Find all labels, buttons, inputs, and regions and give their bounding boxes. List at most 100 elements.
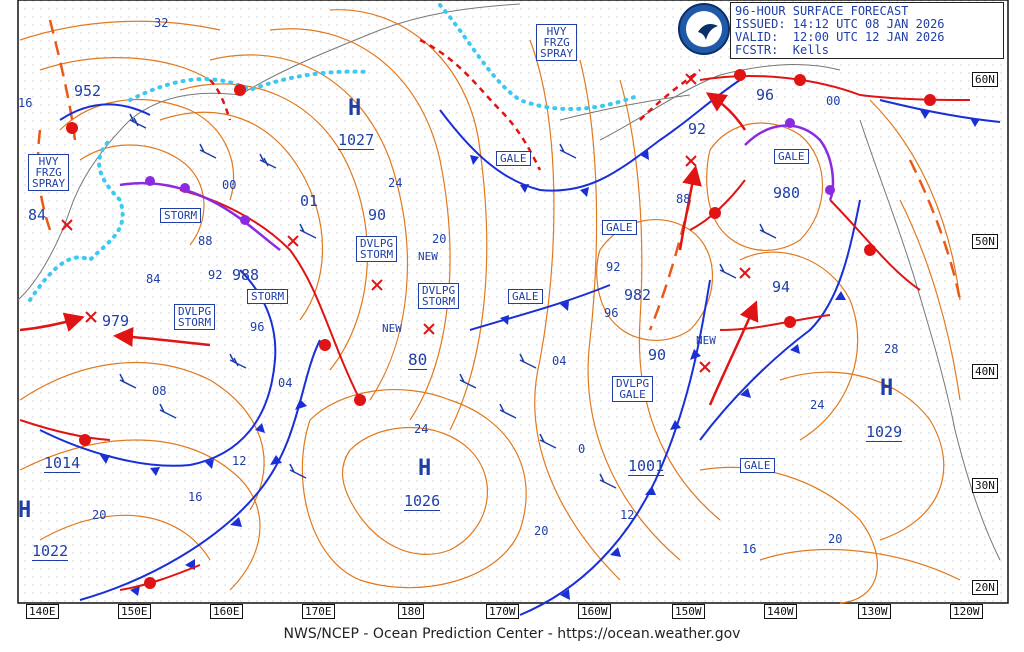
valid-time: VALID: 12:00 UTC 12 JAN 2026	[735, 30, 945, 44]
warning-gale: GALE	[496, 151, 531, 166]
isobar-label: 04	[552, 354, 567, 368]
isobar-label: 24	[810, 398, 825, 412]
high-pressure: 1029	[866, 423, 903, 442]
warm-front-bumps	[66, 69, 936, 589]
new-low-label: NEW	[696, 334, 716, 347]
isobar-label: 90	[648, 346, 667, 364]
longitude-label: 140W	[764, 604, 797, 619]
isobar-label: 84	[28, 206, 47, 224]
forecast-header: 96-HOUR SURFACE FORECAST ISSUED: 14:12 U…	[730, 2, 1004, 59]
isobar-label: 88	[198, 234, 213, 248]
isobar-label: 84	[146, 272, 161, 286]
isobar-label: 16	[188, 490, 203, 504]
isobar-label: 20	[828, 532, 843, 546]
high-letter: H	[18, 498, 32, 523]
longitude-label: 150W	[672, 604, 705, 619]
isobar-label: 00	[826, 94, 841, 108]
footer-credit: NWS/NCEP - Ocean Prediction Center - htt…	[283, 626, 741, 642]
low-pressure: 1014	[44, 454, 81, 473]
coastlines	[17, 3, 1001, 561]
warning-gale: GALE	[602, 220, 637, 235]
cold-front-pips	[100, 110, 980, 600]
longitude-label: 170E	[302, 604, 335, 619]
high-pressure: 1027	[338, 131, 375, 150]
high-pressure: 1022	[32, 542, 69, 561]
warning-gale: GALE	[774, 149, 809, 164]
isobar-label: 90	[368, 206, 387, 224]
isobar-label: 12	[232, 454, 247, 468]
high-pressure: 1026	[404, 492, 441, 511]
longitude-label: 150E	[118, 604, 151, 619]
isobar-label: 16	[742, 542, 757, 556]
isobar-label: 28	[884, 342, 899, 356]
isobar-label: 20	[432, 232, 447, 246]
isobar-label: 00	[222, 178, 237, 192]
isobar-label: 92	[208, 268, 223, 282]
warning-developing-gale: DVLPG GALE	[612, 376, 654, 402]
new-low-label: NEW	[418, 250, 438, 263]
chart-border	[17, 0, 1009, 604]
latitude-label: 40N	[972, 364, 998, 379]
isobar-label: 20	[92, 508, 107, 522]
warning-gale: GALE	[740, 458, 775, 473]
warning-storm: STORM	[247, 289, 289, 304]
isobar-label: 08	[152, 384, 167, 398]
wind-barbs	[119, 113, 777, 489]
latitude-label: 30N	[972, 478, 998, 493]
isobar-label: 80	[408, 350, 428, 370]
low-pressure: 1001	[628, 457, 665, 476]
forecast-title: 96-HOUR SURFACE FORECAST	[735, 4, 909, 18]
warning-storm: STORM	[160, 208, 202, 223]
forecaster-name: FCSTR: Kells	[735, 43, 829, 57]
isobar-label: 20	[534, 524, 549, 538]
latitude-label: 60N	[972, 72, 998, 87]
longitude-label: 120W	[950, 604, 983, 619]
warning-developing-storm: DVLPG STORM	[174, 304, 216, 330]
warning-developing-storm: DVLPG STORM	[356, 236, 398, 262]
isobar-label: 96	[756, 86, 775, 104]
high-letter: H	[418, 456, 432, 481]
isobar-label: 94	[772, 278, 791, 296]
longitude-label: 140E	[26, 604, 59, 619]
isobar-label: 16	[18, 96, 33, 110]
longitude-label: 160W	[578, 604, 611, 619]
longitude-label: 160E	[210, 604, 243, 619]
isobar-label: 88	[676, 192, 691, 206]
low-pressure: 979	[102, 312, 130, 330]
latitude-label: 50N	[972, 234, 998, 249]
low-pressure: 952	[74, 82, 102, 100]
low-pressure: 982	[624, 286, 652, 304]
warning-heavy-freezing-spray: HVY FRZG SPRAY	[28, 154, 70, 191]
issued-time: ISSUED: 14:12 UTC 08 JAN 2026	[735, 17, 945, 31]
isobar-label: 32	[154, 16, 169, 30]
latitude-label: 20N	[972, 580, 998, 595]
storm-tracks	[19, 92, 759, 406]
ice-edge	[28, 3, 642, 302]
longitude-label: 130W	[858, 604, 891, 619]
isobar-label: 0	[578, 442, 586, 456]
low-pressure: 988	[232, 266, 260, 284]
isobars	[19, 9, 961, 604]
isobar-label: 96	[604, 306, 619, 320]
high-letter: H	[880, 376, 894, 401]
isobar-label: 24	[388, 176, 403, 190]
noaa-bird-icon	[698, 24, 718, 40]
noaa-logo	[678, 3, 730, 55]
warning-heavy-freezing-spray: HVY FRZG SPRAY	[536, 24, 578, 61]
longitude-label: 180	[398, 604, 424, 619]
occluded-symbols	[145, 118, 835, 225]
isobar-label: 04	[278, 376, 293, 390]
isobar-label: 92	[688, 120, 707, 138]
low-pressure: 980	[773, 184, 801, 202]
new-low-label: NEW	[382, 322, 402, 335]
high-letter: H	[348, 96, 362, 121]
low-positions	[61, 73, 751, 373]
longitude-label: 170W	[486, 604, 519, 619]
warning-developing-storm: DVLPG STORM	[418, 283, 460, 309]
isobar-label: 12	[620, 508, 635, 522]
warning-gale: GALE	[508, 289, 543, 304]
isobar-label: 92	[606, 260, 621, 274]
isobar-label: 24	[414, 422, 429, 436]
